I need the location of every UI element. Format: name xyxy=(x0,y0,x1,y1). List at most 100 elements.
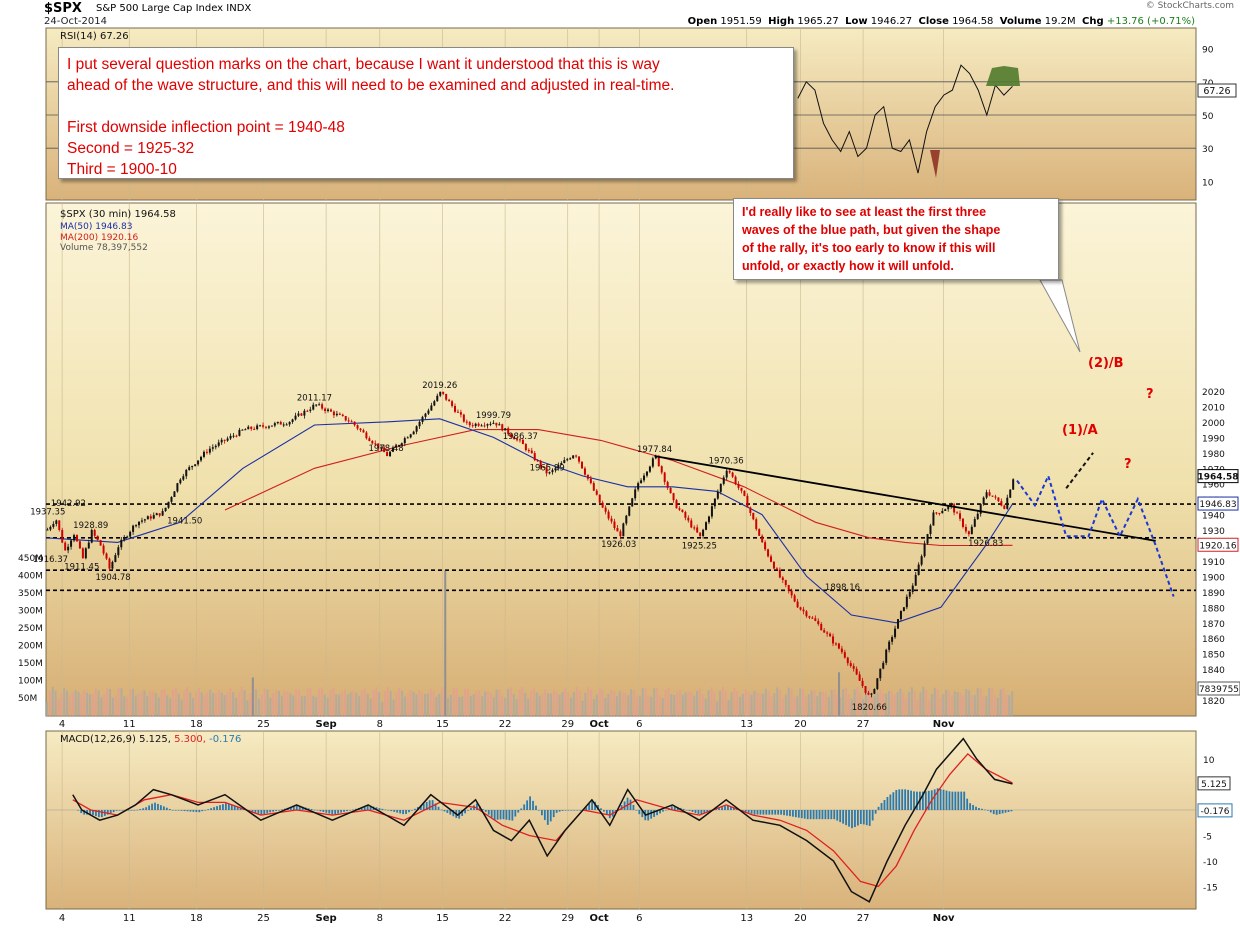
volume-bar xyxy=(418,690,421,716)
price-annotation: 1911.45 xyxy=(64,563,99,573)
candlestick-body xyxy=(539,460,542,467)
volume-bar xyxy=(272,693,275,716)
volume-bar xyxy=(925,689,928,716)
volume-bar xyxy=(833,689,836,716)
candlestick-body xyxy=(758,529,761,536)
volume-bar xyxy=(896,692,899,716)
volume-bar xyxy=(146,695,149,716)
candlestick-body xyxy=(575,455,578,457)
candlestick-body xyxy=(637,483,640,490)
candlestick-body xyxy=(905,596,908,608)
volume-bar xyxy=(687,691,690,716)
macd-histogram-bar xyxy=(95,810,97,817)
macd-histogram-bar xyxy=(632,804,635,810)
macd-histogram-bar xyxy=(384,809,387,811)
candlestick-body xyxy=(267,426,270,428)
price-tick-label: 1900 xyxy=(1202,573,1225,583)
candlestick-body xyxy=(143,519,146,521)
candlestick-body xyxy=(73,535,76,541)
candlestick-body xyxy=(876,678,879,690)
candlestick-body xyxy=(899,610,902,620)
candlestick-body xyxy=(542,466,545,468)
candlestick-body xyxy=(253,428,256,430)
macd-histogram-bar xyxy=(201,810,204,812)
volume-bar xyxy=(736,690,739,716)
candlestick-body xyxy=(799,607,802,610)
volume-bar xyxy=(824,692,827,716)
candlestick-body xyxy=(347,420,350,422)
macd-histogram-bar xyxy=(848,810,850,827)
macd-tick-label: 10 xyxy=(1203,756,1215,766)
volume-bar xyxy=(375,687,378,716)
macd-histogram-bar xyxy=(360,807,363,810)
candlestick-body xyxy=(619,531,622,537)
candlestick-body xyxy=(341,414,344,417)
macd-histogram-bar xyxy=(913,791,915,810)
volume-bar xyxy=(678,689,681,716)
volume-bar xyxy=(292,695,295,716)
x-tick-label: 8 xyxy=(377,719,383,730)
macd-histogram-bar xyxy=(171,810,174,811)
candlestick-body xyxy=(775,568,778,570)
candlestick-body xyxy=(527,450,530,452)
volume-bar xyxy=(151,690,154,716)
volume-bar xyxy=(613,690,616,716)
macd-histogram-bar xyxy=(591,800,593,810)
candlestick-body xyxy=(135,525,138,527)
volume-bar xyxy=(799,688,802,716)
macd-histogram-bar xyxy=(77,810,80,811)
volume-bar xyxy=(782,698,784,716)
macd-histogram-bar xyxy=(783,810,785,816)
macd-histogram-bar xyxy=(414,808,416,810)
volume-bar xyxy=(412,691,415,716)
macd-histogram-bar xyxy=(470,808,472,810)
macd-histogram-bar xyxy=(461,810,464,816)
volume-tick-label: 200M xyxy=(18,642,43,652)
macd-histogram-bar xyxy=(809,810,812,820)
note1-line xyxy=(67,96,785,117)
volume-bar xyxy=(822,691,825,716)
volume-bar xyxy=(455,688,458,716)
macd-histogram-bar xyxy=(567,810,570,811)
candlestick-body xyxy=(524,444,527,451)
volume-bar xyxy=(177,693,180,716)
volume-bar xyxy=(446,698,449,716)
volume-bar xyxy=(120,688,123,716)
ma200-legend: MA(200) 1920.16 xyxy=(60,233,138,243)
candlestick-body xyxy=(781,577,784,581)
macd-histogram-bar xyxy=(564,810,567,811)
volume-bar xyxy=(647,696,650,716)
candlestick-body xyxy=(55,520,58,524)
candlestick-body xyxy=(229,435,232,439)
macd-histogram-bar xyxy=(756,810,759,815)
volume-bar xyxy=(381,701,384,716)
volume-bar xyxy=(94,688,97,716)
volume-bar xyxy=(157,697,160,716)
macd-histogram-bar xyxy=(189,810,192,812)
candlestick-body xyxy=(707,516,710,523)
volume-bar xyxy=(633,690,636,716)
candlestick-body xyxy=(790,590,793,596)
candlestick-body xyxy=(518,439,521,441)
macd-histogram-bar xyxy=(130,810,133,811)
candlestick-body xyxy=(365,432,368,439)
macd-histogram-bar xyxy=(818,810,821,820)
volume-bar xyxy=(853,689,856,716)
volume-bar xyxy=(277,691,280,716)
volume-bar xyxy=(403,696,406,716)
volume-bar xyxy=(535,692,538,716)
macd-histogram-bar xyxy=(222,804,224,810)
volume-bar xyxy=(441,687,444,716)
candlestick-body xyxy=(725,470,728,478)
candlestick-body xyxy=(442,391,445,394)
volume-bar xyxy=(621,692,624,716)
volume-tick-label: 150M xyxy=(18,659,43,669)
wave-label: ? xyxy=(1124,457,1132,472)
price-tick-label: 1850 xyxy=(1202,651,1225,661)
candlestick-body xyxy=(982,497,985,505)
volume-bar xyxy=(716,701,719,716)
macd-histogram-bar xyxy=(310,809,313,810)
candlestick-body xyxy=(536,460,539,462)
candlestick-body xyxy=(96,535,99,541)
candlestick-body xyxy=(731,472,734,477)
